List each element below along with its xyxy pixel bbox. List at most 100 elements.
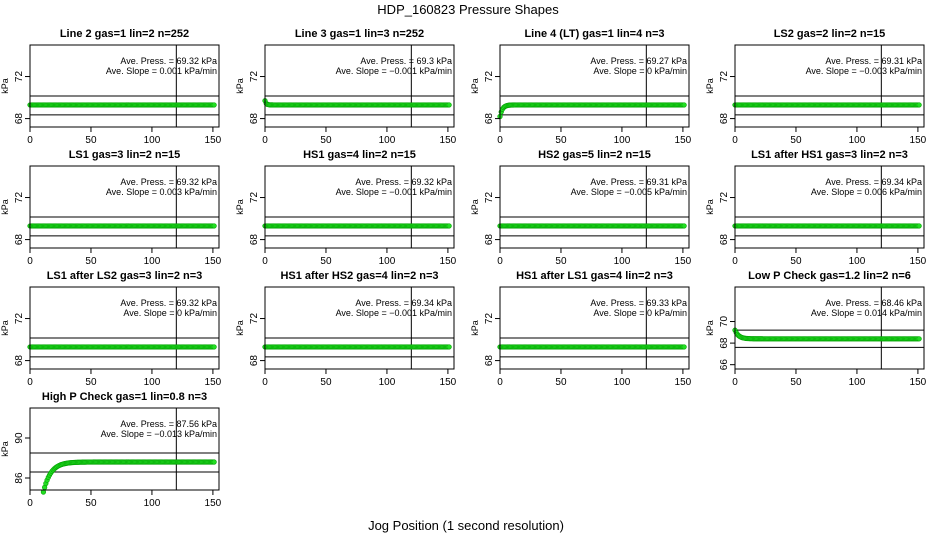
- data-point: [211, 344, 217, 350]
- x-tick-label: 0: [27, 135, 33, 146]
- average-pressure-label: Ave. Press. = 87.56 kPa: [120, 419, 217, 429]
- x-tick-label: 100: [144, 256, 161, 267]
- x-tick-label: 0: [497, 256, 503, 267]
- y-tick-label: 68: [484, 113, 495, 125]
- y-tick-label: 68: [719, 337, 730, 349]
- data-points: [732, 327, 922, 342]
- data-points: [262, 98, 452, 108]
- y-axis-label: kPa: [235, 320, 245, 336]
- x-tick-label: 150: [205, 135, 222, 146]
- panel-title: LS1 gas=3 lin=2 n=15: [69, 149, 181, 161]
- x-tick-label: 50: [85, 135, 97, 146]
- x-tick-label: 0: [262, 377, 268, 388]
- panel-title: LS1 after HS1 gas=3 lin=2 n=3: [751, 149, 908, 161]
- y-tick-label: 68: [484, 234, 495, 246]
- x-tick-label: 150: [675, 135, 692, 146]
- average-pressure-label: Ave. Press. = 69.31 kPa: [825, 56, 922, 66]
- y-tick-label: 68: [719, 234, 730, 246]
- x-tick-label: 0: [27, 498, 33, 509]
- y-axis-label: kPa: [0, 199, 10, 215]
- x-tick-label: 100: [849, 377, 866, 388]
- y-tick-label: 72: [484, 313, 495, 325]
- x-tick-label: 100: [379, 256, 396, 267]
- data-points: [27, 102, 217, 108]
- y-axis-label: kPa: [0, 78, 10, 94]
- average-slope-label: Ave. Slope = −0.001 kPa/min: [336, 66, 452, 76]
- x-tick-label: 100: [379, 377, 396, 388]
- x-tick-label: 50: [320, 256, 332, 267]
- panel-title: Line 4 (LT) gas=1 lin=4 n=3: [524, 28, 664, 40]
- figure-x-axis-label: Jog Position (1 second resolution): [368, 518, 564, 533]
- average-slope-label: Ave. Slope = 0 kPa/min: [123, 308, 217, 318]
- x-tick-label: 100: [144, 377, 161, 388]
- x-tick-label: 150: [910, 135, 927, 146]
- x-tick-label: 150: [205, 256, 222, 267]
- x-tick-label: 100: [614, 135, 631, 146]
- panel-title: Line 2 gas=1 lin=2 n=252: [60, 28, 189, 40]
- panel-5: LS1 gas=3 lin=2 n=15 0 50 100 150 68 72 kPa Ave.…: [0, 149, 222, 267]
- panel-6: HS1 gas=4 lin=2 n=15 0 50 100 150 68 72 kPa Ave.…: [235, 149, 457, 267]
- average-slope-label: Ave. Slope = 0.001 kPa/min: [106, 66, 217, 76]
- data-point: [916, 102, 922, 108]
- x-tick-label: 100: [849, 256, 866, 267]
- x-tick-label: 150: [440, 135, 457, 146]
- average-slope-label: Ave. Slope = −0.003 kPa/min: [806, 66, 922, 76]
- data-points: [497, 223, 687, 229]
- panel-1: Line 2 gas=1 lin=2 n=252 0 50 100 150 68 72 kPa…: [0, 28, 222, 146]
- data-points: [262, 344, 452, 350]
- average-slope-label: Ave. Slope = 0.014 kPa/min: [811, 308, 922, 318]
- x-tick-label: 100: [849, 135, 866, 146]
- panel-title: HS1 gas=4 lin=2 n=15: [303, 149, 416, 161]
- data-point: [681, 344, 687, 350]
- data-point: [681, 102, 687, 108]
- y-tick-label: 72: [719, 71, 730, 83]
- x-tick-label: 150: [675, 377, 692, 388]
- x-tick-label: 50: [790, 256, 802, 267]
- y-tick-label: 68: [14, 234, 25, 246]
- data-points: [27, 223, 217, 229]
- y-tick-label: 68: [719, 113, 730, 125]
- panel-title: HS1 after LS1 gas=4 lin=2 n=3: [516, 270, 673, 282]
- data-point: [211, 102, 217, 108]
- panel-title: High P Check gas=1 lin=0.8 n=3: [42, 391, 207, 403]
- y-tick-label: 72: [14, 313, 25, 325]
- average-slope-label: Ave. Slope = −0.001 kPa/min: [336, 308, 452, 318]
- panel-3: Line 4 (LT) gas=1 lin=4 n=3 0 50 100 150 68 72…: [470, 28, 692, 146]
- panels-group: Line 2 gas=1 lin=2 n=252 0 50 100 150 68 72 kPa…: [0, 28, 927, 509]
- x-tick-label: 50: [790, 135, 802, 146]
- panel-12: Low P Check gas=1.2 lin=2 n=6 0 50 100 150 66…: [705, 270, 927, 388]
- panel-title: HS1 after HS2 gas=4 lin=2 n=3: [280, 270, 438, 282]
- y-tick-label: 72: [719, 192, 730, 204]
- y-axis-label: kPa: [705, 78, 715, 94]
- average-pressure-label: Ave. Press. = 69.34 kPa: [355, 298, 452, 308]
- x-tick-label: 150: [205, 377, 222, 388]
- x-tick-label: 150: [910, 256, 927, 267]
- y-tick-label: 72: [484, 71, 495, 83]
- panel-10: HS1 after HS2 gas=4 lin=2 n=3 0 50 100 150 68…: [235, 270, 457, 388]
- y-tick-label: 72: [249, 192, 260, 204]
- data-points: [27, 344, 217, 350]
- x-tick-label: 150: [205, 498, 222, 509]
- panel-7: HS2 gas=5 lin=2 n=15 0 50 100 150 68 72 kPa Ave.…: [470, 149, 692, 267]
- y-axis-label: kPa: [0, 320, 10, 336]
- x-tick-label: 100: [614, 377, 631, 388]
- average-pressure-label: Ave. Press. = 69.32 kPa: [355, 177, 452, 187]
- x-tick-label: 50: [85, 377, 97, 388]
- x-tick-label: 50: [790, 377, 802, 388]
- average-slope-label: Ave. Slope = −0.005 kPa/min: [571, 187, 687, 197]
- x-tick-label: 0: [262, 256, 268, 267]
- y-axis-label: kPa: [705, 320, 715, 336]
- data-point: [211, 459, 217, 465]
- x-tick-label: 0: [262, 135, 268, 146]
- x-tick-label: 50: [555, 377, 567, 388]
- y-tick-label: 72: [249, 313, 260, 325]
- y-axis-label: kPa: [235, 78, 245, 94]
- panel-title: Low P Check gas=1.2 lin=2 n=6: [748, 270, 911, 282]
- x-tick-label: 50: [85, 498, 97, 509]
- y-tick-label: 72: [14, 192, 25, 204]
- y-tick-label: 68: [249, 113, 260, 125]
- y-tick-label: 68: [249, 234, 260, 246]
- average-pressure-label: Ave. Press. = 69.31 kPa: [590, 177, 687, 187]
- x-tick-label: 100: [379, 135, 396, 146]
